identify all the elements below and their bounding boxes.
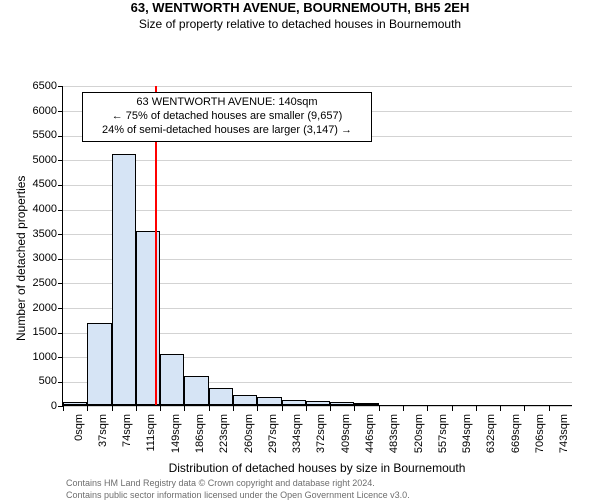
xtick-mark xyxy=(524,406,525,411)
ytick-label: 4000 xyxy=(23,203,57,215)
ytick-mark xyxy=(58,308,63,309)
gridline xyxy=(63,160,572,161)
histogram-bar xyxy=(160,354,184,406)
histogram-bar xyxy=(233,395,257,406)
credits: Contains HM Land Registry data © Crown c… xyxy=(66,478,410,500)
histogram-bar xyxy=(184,376,208,406)
histogram-bar xyxy=(87,323,111,406)
histogram-bar xyxy=(112,154,136,405)
ytick-label: 1000 xyxy=(23,351,57,363)
credits-line1: Contains HM Land Registry data © Crown c… xyxy=(66,478,410,490)
xtick-mark xyxy=(233,406,234,411)
xtick-label: 372sqm xyxy=(315,414,327,458)
xtick-label: 557sqm xyxy=(437,414,449,458)
annotation-line2: ← 75% of detached houses are smaller (9,… xyxy=(89,110,365,124)
xtick-mark xyxy=(427,406,428,411)
annotation-line3: 24% of semi-detached houses are larger (… xyxy=(89,124,365,138)
xtick-mark xyxy=(452,406,453,411)
ytick-label: 3000 xyxy=(23,252,57,264)
gridline xyxy=(63,210,572,211)
xtick-mark xyxy=(379,406,380,411)
xtick-label: 520sqm xyxy=(413,414,425,458)
ytick-mark xyxy=(58,333,63,334)
histogram-bar xyxy=(209,388,233,405)
xtick-mark xyxy=(282,406,283,411)
ytick-label: 0 xyxy=(23,400,57,412)
xtick-label: 223sqm xyxy=(218,414,230,458)
histogram-bar xyxy=(330,402,354,406)
ytick-mark xyxy=(58,382,63,383)
page-subtitle: Size of property relative to detached ho… xyxy=(0,17,600,33)
ytick-label: 6000 xyxy=(23,105,57,117)
gridline xyxy=(63,406,572,407)
ytick-label: 6500 xyxy=(23,80,57,92)
chart-container: Number of detached properties 0500100015… xyxy=(0,36,600,496)
histogram-bar xyxy=(63,402,87,406)
xtick-mark xyxy=(112,406,113,411)
xtick-mark xyxy=(403,406,404,411)
xtick-mark xyxy=(257,406,258,411)
xtick-label: 743sqm xyxy=(558,414,570,458)
x-axis-label: Distribution of detached houses by size … xyxy=(62,461,572,475)
xtick-mark xyxy=(354,406,355,411)
annotation-box: 63 WENTWORTH AVENUE: 140sqm ← 75% of det… xyxy=(82,92,372,141)
xtick-mark xyxy=(549,406,550,411)
histogram-bar xyxy=(354,403,378,406)
xtick-mark xyxy=(209,406,210,411)
histogram-bar xyxy=(306,401,330,406)
xtick-label: 706sqm xyxy=(534,414,546,458)
xtick-mark xyxy=(330,406,331,411)
xtick-label: 446sqm xyxy=(364,414,376,458)
xtick-label: 0sqm xyxy=(73,414,85,458)
xtick-mark xyxy=(160,406,161,411)
ytick-label: 2500 xyxy=(23,277,57,289)
ytick-label: 2000 xyxy=(23,302,57,314)
ytick-mark xyxy=(58,259,63,260)
xtick-label: 483sqm xyxy=(388,414,400,458)
ytick-mark xyxy=(58,210,63,211)
xtick-mark xyxy=(476,406,477,411)
ytick-label: 5000 xyxy=(23,154,57,166)
xtick-mark xyxy=(500,406,501,411)
histogram-bar xyxy=(282,400,306,406)
xtick-label: 74sqm xyxy=(121,414,133,458)
ytick-mark xyxy=(58,136,63,137)
ytick-label: 5500 xyxy=(23,129,57,141)
ytick-mark xyxy=(58,234,63,235)
ytick-label: 3500 xyxy=(23,228,57,240)
xtick-mark xyxy=(136,406,137,411)
ytick-mark xyxy=(58,357,63,358)
xtick-label: 409sqm xyxy=(340,414,352,458)
xtick-label: 669sqm xyxy=(510,414,522,458)
ytick-mark xyxy=(58,160,63,161)
ytick-label: 1500 xyxy=(23,326,57,338)
ytick-label: 500 xyxy=(23,375,57,387)
gridline xyxy=(63,185,572,186)
xtick-label: 632sqm xyxy=(485,414,497,458)
page-title: 63, WENTWORTH AVENUE, BOURNEMOUTH, BH5 2… xyxy=(0,0,600,17)
xtick-mark xyxy=(306,406,307,411)
xtick-mark xyxy=(63,406,64,411)
xtick-label: 111sqm xyxy=(145,414,157,458)
ytick-mark xyxy=(58,86,63,87)
annotation-line1: 63 WENTWORTH AVENUE: 140sqm xyxy=(89,96,365,110)
histogram-bar xyxy=(257,397,281,406)
xtick-label: 594sqm xyxy=(461,414,473,458)
xtick-mark xyxy=(87,406,88,411)
xtick-mark xyxy=(184,406,185,411)
xtick-label: 149sqm xyxy=(170,414,182,458)
xtick-label: 297sqm xyxy=(267,414,279,458)
ytick-label: 4500 xyxy=(23,178,57,190)
xtick-label: 334sqm xyxy=(291,414,303,458)
ytick-mark xyxy=(58,111,63,112)
ytick-mark xyxy=(58,283,63,284)
credits-line2: Contains public sector information licen… xyxy=(66,490,410,500)
ytick-mark xyxy=(58,185,63,186)
xtick-label: 186sqm xyxy=(194,414,206,458)
gridline xyxy=(63,86,572,87)
xtick-label: 260sqm xyxy=(243,414,255,458)
xtick-label: 37sqm xyxy=(97,414,109,458)
